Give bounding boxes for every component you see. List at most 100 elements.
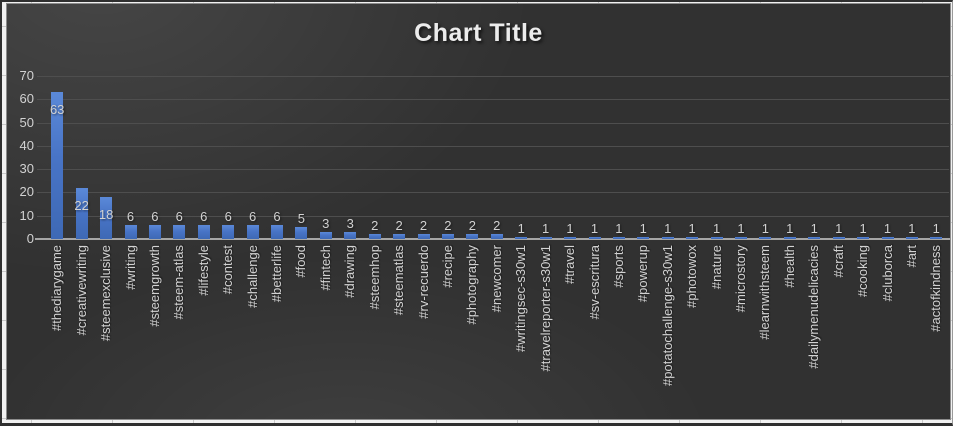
x-axis-label: #potatochallenge-s30w1 [659, 245, 675, 386]
bar[interactable] [319, 232, 332, 239]
bar[interactable] [368, 234, 381, 239]
y-axis-tick-label: 20 [19, 184, 34, 200]
gridline [37, 99, 949, 101]
bar-value-label: 1 [517, 220, 525, 236]
bar[interactable] [857, 236, 870, 239]
bar[interactable] [759, 236, 772, 239]
y-axis-tick-label: 60 [19, 91, 34, 107]
bar-value-label: 2 [371, 218, 379, 234]
bar[interactable] [539, 236, 552, 239]
bar[interactable] [588, 236, 601, 239]
x-axis-label: #drawing [342, 245, 358, 298]
bar-value-label: 18 [98, 207, 114, 223]
bar[interactable] [75, 187, 88, 239]
bar-value-label: 1 [786, 220, 794, 236]
x-axis-label: #newcomer [488, 245, 504, 313]
bar-value-label: 1 [883, 220, 892, 236]
chart-area[interactable]: Chart Title 0 10 20 30 40 50 60 70 63 #thediaryga… [6, 3, 951, 420]
bar[interactable] [417, 234, 430, 239]
bar[interactable] [612, 236, 625, 239]
bar[interactable] [808, 236, 821, 239]
x-axis-label: #craft [830, 245, 846, 278]
bar-value-label: 1 [664, 220, 672, 236]
bar-value-label: 2 [444, 218, 452, 234]
x-axis-label: #art [903, 245, 919, 268]
bar[interactable] [222, 225, 235, 239]
x-axis-label: #writingsec-s30w1 [513, 245, 529, 352]
x-axis-label: #food [293, 245, 309, 278]
x-axis-label: #contest [220, 245, 236, 295]
x-axis-label: #challenge [244, 245, 260, 308]
bar[interactable] [905, 236, 918, 239]
bar-value-label: 6 [126, 209, 135, 224]
bar[interactable] [832, 236, 845, 239]
bar[interactable] [246, 225, 259, 239]
bar[interactable] [124, 225, 137, 239]
x-axis-label: #betterlife [269, 245, 284, 303]
gridline [37, 169, 949, 171]
bar-value-label: 6 [224, 209, 232, 224]
gridline [37, 122, 949, 124]
x-axis-label: #thediarygame [49, 245, 65, 331]
x-axis-label: #learnwithsteem [757, 245, 773, 340]
bar-value-label: 3 [346, 216, 354, 231]
x-axis-label: #microstory [733, 245, 748, 313]
bar[interactable] [271, 225, 283, 239]
bar[interactable] [783, 236, 796, 239]
bar-value-label: 6 [151, 209, 159, 224]
bar-value-label: 2 [468, 218, 476, 234]
bar-value-label: 1 [761, 220, 769, 236]
x-axis-label: #recipe [439, 245, 455, 288]
bar[interactable] [686, 236, 699, 239]
bar[interactable] [637, 236, 650, 239]
bar[interactable] [100, 197, 113, 239]
bar[interactable] [710, 236, 723, 239]
x-axis-label: #sv-escritura [586, 245, 602, 320]
bar-value-label: 1 [566, 220, 574, 236]
x-axis-label: #health [781, 245, 797, 288]
bar[interactable] [51, 92, 64, 239]
bar[interactable] [344, 232, 357, 239]
bar-value-label: 1 [639, 220, 647, 236]
x-axis-label: #steemexclusive [98, 245, 114, 342]
y-axis-tick-label: 70 [19, 68, 34, 83]
bar[interactable] [197, 225, 210, 239]
x-axis-label: #photography [464, 245, 480, 325]
bar-value-label: 1 [932, 220, 940, 236]
x-axis-label: #steematlas [391, 245, 407, 316]
x-axis-label: #rv-recuerdo [415, 245, 431, 319]
bar-value-label: 1 [541, 220, 550, 236]
bar[interactable] [295, 227, 308, 239]
bar[interactable] [393, 234, 406, 239]
bar-value-label: 1 [908, 220, 916, 236]
gridline [37, 192, 949, 194]
x-axis-label: #cluborca [879, 245, 895, 302]
bar[interactable] [515, 236, 528, 239]
bar-value-label: 3 [322, 216, 330, 231]
bar[interactable] [148, 225, 161, 239]
bar-value-label: 6 [200, 209, 208, 224]
bar-value-label: 5 [297, 211, 305, 227]
chart-title[interactable]: Chart Title [414, 19, 543, 47]
bar[interactable] [735, 236, 747, 239]
bar[interactable] [564, 236, 576, 239]
bar[interactable] [173, 225, 186, 239]
x-axis-label: #steemgrowth [146, 245, 162, 327]
x-axis-label: #fintech [317, 245, 333, 291]
bar-value-label: 1 [737, 220, 745, 236]
gridline [37, 215, 949, 217]
bar-value-label: 63 [49, 102, 65, 118]
bar[interactable] [881, 236, 894, 239]
bar-value-label: 1 [590, 220, 599, 236]
bar[interactable] [661, 236, 674, 239]
x-axis-label: #powerup [635, 245, 651, 303]
bar-value-label: 2 [493, 218, 501, 234]
x-axis-label: #dailymenudelicacies [806, 245, 822, 369]
bar[interactable] [441, 234, 454, 239]
x-axis-label: #nature [708, 245, 724, 290]
x-axis-label: #lifestyle [195, 245, 211, 296]
bar-value-label: 2 [419, 218, 428, 234]
bar[interactable] [490, 234, 503, 239]
bar[interactable] [930, 236, 943, 239]
bar[interactable] [466, 234, 479, 239]
